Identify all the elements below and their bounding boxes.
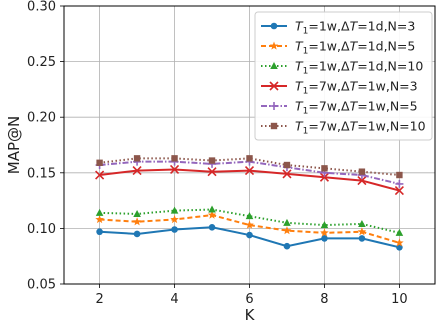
data-point — [358, 235, 366, 242]
data-point — [95, 208, 104, 216]
legend-marker — [269, 41, 279, 50]
data-point — [208, 205, 216, 213]
data-point — [170, 215, 179, 224]
data-point — [396, 244, 403, 251]
data-point — [321, 165, 328, 172]
series-2 — [95, 210, 404, 247]
x-tick-label: 6 — [245, 292, 253, 307]
data-point — [171, 155, 178, 162]
data-point — [96, 228, 103, 236]
data-point — [319, 172, 330, 182]
data-point — [282, 226, 292, 235]
data-point — [282, 169, 292, 179]
legend-label: T1=7w,ΔT=1w,N=5 — [295, 99, 418, 117]
data-point — [208, 157, 216, 164]
series-3 — [95, 205, 404, 236]
data-point — [283, 218, 291, 226]
data-point — [396, 171, 403, 179]
y-tick-label: 0.15 — [27, 166, 56, 181]
legend-marker — [270, 102, 278, 110]
series-6 — [96, 155, 403, 179]
x-axis-label: K — [245, 306, 256, 324]
series-1 — [96, 223, 403, 251]
legend-item: T1=1w,ΔT=1d,N=10 — [261, 59, 423, 77]
legend: T1=1w,ΔT=1d,N=3 T1=1w,ΔT=1d,N=5 T1=1w,ΔT=1… — [254, 11, 433, 141]
legend-label: T1=1w,ΔT=1d,N=3 — [295, 19, 415, 37]
legend-marker — [270, 62, 278, 69]
data-point — [357, 176, 367, 186]
data-point — [132, 166, 142, 176]
data-point — [207, 210, 217, 219]
data-point — [246, 231, 253, 239]
legend-label: T1=1w,ΔT=1d,N=10 — [295, 59, 423, 77]
y-axis-label: MAP@N — [5, 116, 23, 174]
data-point — [358, 219, 366, 227]
plot-area-frame — [63, 5, 436, 285]
data-point — [133, 209, 141, 217]
legend-marker — [270, 122, 278, 130]
data-point — [244, 166, 255, 176]
data-point — [320, 228, 329, 237]
axis-ticks: 2 4 6 8 10 0.05 0.10 0.15 0.20 0.25 0.30 — [27, 0, 408, 307]
y-tick-label: 0.25 — [27, 55, 56, 70]
legend-item: T1=7w,ΔT=1w,N=3 — [261, 79, 418, 97]
data-point — [395, 228, 404, 236]
legend-item: T1=7w,ΔT=1w,N=5 — [261, 99, 418, 117]
data-point — [207, 167, 217, 177]
x-tick-label: 2 — [95, 292, 103, 307]
series-line — [99, 214, 400, 244]
data-point — [95, 215, 104, 224]
data-point — [358, 168, 366, 175]
data-point — [96, 159, 103, 166]
data-point — [133, 155, 141, 162]
data-point — [321, 235, 328, 242]
legend-marker — [269, 81, 279, 91]
data-point — [95, 170, 105, 180]
data-point — [170, 206, 179, 214]
data-point — [320, 221, 329, 229]
x-tick-label: 4 — [170, 292, 178, 307]
data-point — [245, 212, 254, 220]
data-point — [395, 179, 404, 188]
legend-item: T1=1w,ΔT=1d,N=5 — [261, 39, 415, 57]
x-tick-label: 8 — [320, 292, 328, 307]
series-lines — [95, 155, 404, 251]
data-point — [133, 230, 141, 238]
legend-label: T1=1w,ΔT=1d,N=5 — [295, 39, 415, 57]
y-tick-label: 0.30 — [27, 0, 56, 15]
data-point — [357, 227, 367, 236]
x-tick-label: 10 — [391, 292, 408, 307]
series-4 — [95, 164, 404, 196]
data-point — [171, 226, 178, 233]
legend-label: T1=7w,ΔT=1w,N=10 — [295, 119, 426, 137]
legend-label: T1=7w,ΔT=1w,N=3 — [295, 79, 418, 97]
legend-marker — [270, 22, 278, 30]
y-tick-label: 0.20 — [27, 111, 56, 126]
legend-item: T1=7w,ΔT=1w,N=10 — [261, 119, 426, 137]
data-point — [132, 217, 142, 226]
data-point — [208, 223, 216, 231]
data-point — [245, 220, 254, 229]
data-point — [394, 186, 404, 196]
legend-item: T1=1w,ΔT=1d,N=3 — [261, 19, 415, 37]
data-point — [283, 242, 291, 250]
y-tick-label: 0.05 — [27, 278, 56, 293]
data-point — [283, 161, 291, 169]
data-point — [169, 164, 180, 175]
data-point — [246, 155, 253, 162]
data-point — [395, 238, 404, 247]
legend-box — [254, 11, 433, 141]
y-tick-label: 0.10 — [27, 222, 56, 237]
